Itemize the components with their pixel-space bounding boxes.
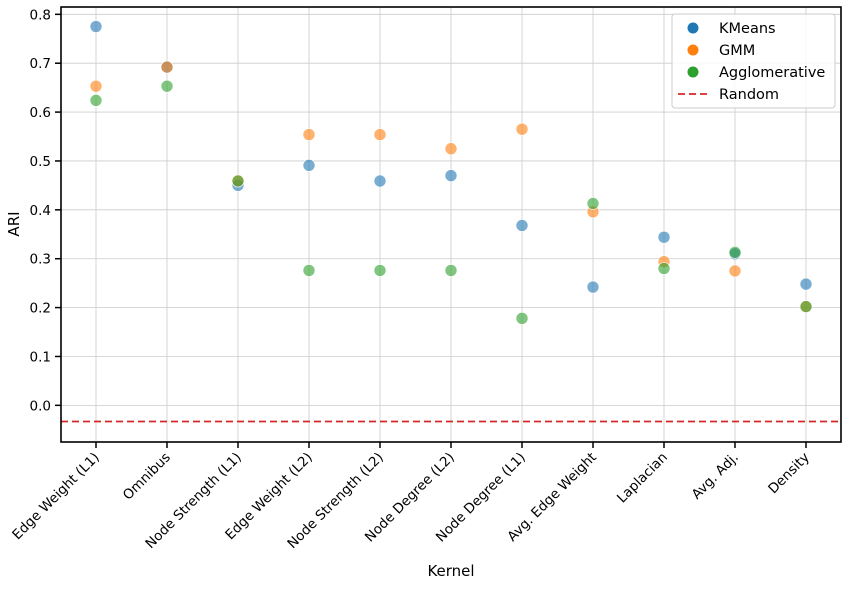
y-axis-label: ARI <box>5 211 23 236</box>
data-point <box>302 128 316 141</box>
data-point <box>89 20 103 33</box>
x-axis-label: Kernel <box>427 562 474 580</box>
data-point <box>657 262 671 275</box>
data-point <box>515 219 529 232</box>
data-point <box>586 280 600 294</box>
y-axis-ticks: 0.0 0.1 0.2 0.3 0.4 0.5 0.6 0.7 0.8 <box>30 7 61 414</box>
data-point <box>302 159 316 172</box>
x-tick-label: Laplacian <box>614 450 671 507</box>
data-point <box>444 142 458 156</box>
y-tick-label: 0.8 <box>30 7 51 23</box>
data-point <box>89 79 103 93</box>
legend-marker <box>687 66 699 78</box>
data-point <box>444 264 458 277</box>
data-point <box>89 94 103 107</box>
data-point <box>444 169 458 182</box>
data-point <box>515 122 529 136</box>
data-point <box>657 230 671 244</box>
legend-label: Agglomerative <box>719 65 825 81</box>
data-point <box>160 79 174 93</box>
y-tick-label: 0.3 <box>30 252 51 268</box>
y-tick-label: 0.7 <box>30 56 51 72</box>
data-point <box>302 264 316 277</box>
data-point <box>728 246 742 259</box>
data-point <box>515 312 529 325</box>
legend-label: GMM <box>719 43 755 59</box>
legend: KMeans GMM Agglomerative Random <box>671 13 836 109</box>
y-tick-label: 0.5 <box>30 154 51 170</box>
legend-marker <box>687 22 699 34</box>
x-tick-label: Avg. Adj. <box>689 450 742 503</box>
x-tick-label: Omnibus <box>120 450 174 504</box>
series-agglomerative <box>89 79 813 325</box>
data-point <box>373 128 387 141</box>
data-point <box>373 174 387 188</box>
data-point <box>373 264 387 277</box>
x-tick-label: Density <box>765 450 813 498</box>
y-tick-label: 0.6 <box>30 105 51 121</box>
y-tick-label: 0.0 <box>30 398 51 414</box>
legend-label: Random <box>719 87 779 103</box>
legend-box <box>671 13 836 109</box>
data-point <box>799 300 813 313</box>
data-point <box>586 197 600 210</box>
data-points <box>89 20 813 325</box>
data-point <box>231 174 245 188</box>
x-tick-label: Edge Weight (L1) <box>9 450 103 544</box>
legend-label: KMeans <box>719 21 776 37</box>
data-point <box>799 277 813 291</box>
data-point <box>728 264 742 278</box>
y-tick-label: 0.2 <box>30 301 51 317</box>
y-tick-label: 0.1 <box>30 349 51 365</box>
data-point <box>160 60 174 74</box>
legend-marker <box>687 44 699 56</box>
grid-lines <box>61 7 841 442</box>
y-tick-label: 0.4 <box>30 203 51 219</box>
